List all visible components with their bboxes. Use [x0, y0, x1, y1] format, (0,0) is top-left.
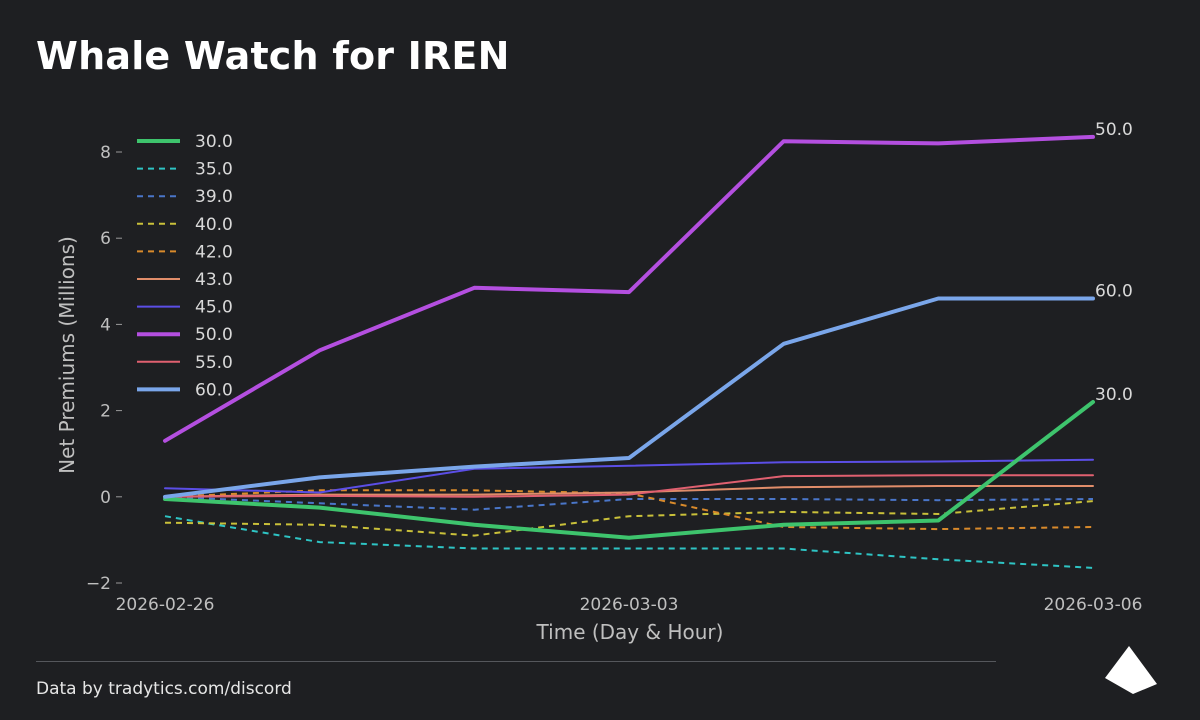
- y-tick-label: −2: [86, 574, 111, 594]
- legend-label: 42.0: [195, 242, 233, 262]
- x-tick-label: 2026-03-03: [580, 595, 679, 615]
- plot-lines: [163, 134, 1095, 569]
- legend-label: 30.0: [195, 132, 233, 152]
- series-line-50-0: [163, 134, 1095, 443]
- footer-divider: [36, 661, 996, 662]
- legend-label: 50.0: [195, 325, 233, 345]
- legend-label: 55.0: [195, 353, 233, 373]
- x-tick-label: 2026-03-06: [1044, 595, 1143, 615]
- footer-credit: Data by tradytics.com/discord: [36, 679, 292, 699]
- series-line-43-0: [164, 485, 1094, 498]
- end-label-30-0: 30.0: [1095, 385, 1133, 405]
- legend-label: 39.0: [195, 187, 233, 207]
- series-line-40-0: [164, 500, 1094, 537]
- legend-label: 43.0: [195, 270, 233, 290]
- legend-label: 60.0: [195, 380, 233, 400]
- series-line-30-0: [163, 400, 1095, 540]
- chart-title: Whale Watch for IREN: [36, 34, 510, 78]
- y-tick-label: 4: [100, 315, 111, 335]
- x-axis-label: Time (Day & Hour): [536, 620, 724, 644]
- y-tick-label: 2: [100, 402, 111, 422]
- end-labels: 30.0 50.0 60.0: [1095, 120, 1133, 405]
- legend: 30.0 35.0 39.0 40.0 42.0 43.0 45.0 50.0 55.0 60.0: [137, 132, 233, 400]
- end-label-60-0: 60.0: [1095, 282, 1133, 302]
- y-tick-label: 6: [100, 229, 111, 249]
- series-line-55-0: [164, 474, 1094, 498]
- tradytics-logo-icon: [1105, 646, 1157, 694]
- legend-label: 45.0: [195, 298, 233, 318]
- series-line-39-0: [164, 495, 1094, 511]
- legend-label: 35.0: [195, 160, 233, 180]
- series-line-35-0: [164, 515, 1094, 569]
- end-label-50-0: 50.0: [1095, 120, 1133, 140]
- series-line-60-0: [163, 296, 1095, 499]
- legend-label: 40.0: [195, 215, 233, 235]
- y-axis-label: Net Premiums (Millions): [55, 236, 79, 474]
- series-line-45-0: [164, 458, 1094, 494]
- y-tick-label: 8: [100, 143, 111, 163]
- y-tick-label: 0: [100, 488, 111, 508]
- x-tick-label: 2026-02-26: [116, 595, 215, 615]
